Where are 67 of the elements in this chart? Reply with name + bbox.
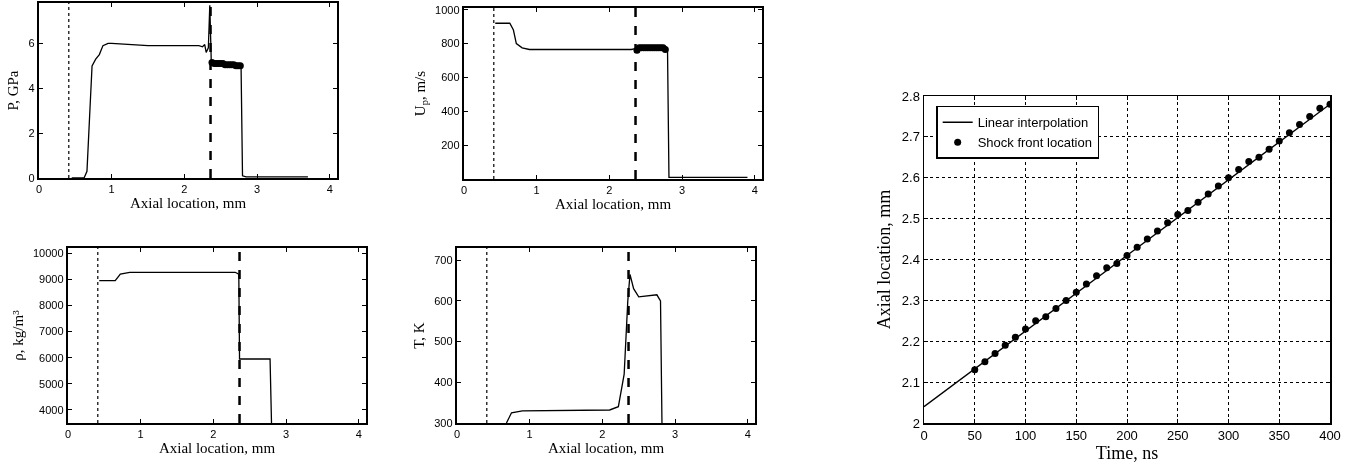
x-tick-label: 3 xyxy=(678,184,686,197)
y-tick-label: 2.7 xyxy=(901,129,920,145)
y-tick-label: 0 xyxy=(28,171,35,184)
x-tick-label: 3 xyxy=(282,428,290,441)
x-tick-label: 2 xyxy=(599,428,606,441)
x-tick-label: 0 xyxy=(460,184,468,197)
x-axis-title: Time, ns xyxy=(1095,443,1159,464)
y-tick-label: 2.6 xyxy=(901,170,920,186)
x-tick-label: 4 xyxy=(751,184,758,197)
legend-label: Linear interpolation xyxy=(977,115,1089,131)
y-tick-label: 8000 xyxy=(39,299,64,312)
y-axis-title: P, GPa xyxy=(5,70,22,111)
y-tick-label: 2 xyxy=(28,126,35,139)
y-tick-label: 2.3 xyxy=(901,292,920,308)
y-tick-label: 2 xyxy=(912,415,920,431)
x-tick-label: 250 xyxy=(1166,428,1189,444)
x-tick-label: 1 xyxy=(526,428,533,441)
x-tick-label: 50 xyxy=(967,428,982,444)
y-tick-label: 400 xyxy=(434,376,453,389)
y-tick-label: 300 xyxy=(434,416,453,429)
y-tick-label: 500 xyxy=(434,335,453,348)
y-tick-label: 700 xyxy=(434,254,453,267)
x-tick-label: 3 xyxy=(671,428,679,441)
x-axis-title: Axial location, mm xyxy=(129,195,247,212)
legend-label: Shock front location xyxy=(977,135,1092,151)
x-tick-label: 300 xyxy=(1217,428,1240,444)
x-tick-label: 4 xyxy=(744,428,751,441)
y-tick-label: 600 xyxy=(434,294,453,307)
y-tick-label: 600 xyxy=(441,71,460,84)
x-tick-label: 1 xyxy=(108,183,115,196)
y-tick-label: 2.8 xyxy=(901,88,920,104)
y-tick-label: 1000 xyxy=(435,3,460,16)
y-tick-label: 7000 xyxy=(39,325,64,338)
y-tick-label: 2.5 xyxy=(901,211,920,227)
x-tick-label: 3 xyxy=(253,183,261,196)
y-tick-label: 6000 xyxy=(39,351,64,364)
x-tick-label: 2 xyxy=(606,184,613,197)
y-tick-label: 800 xyxy=(441,37,460,50)
y-tick-label: 2.1 xyxy=(901,374,920,390)
y-axis-title: ρ, kg/m³ xyxy=(9,309,26,361)
y-tick-label: 2.2 xyxy=(901,333,920,349)
y-tick-label: 5000 xyxy=(39,377,64,390)
x-tick-label: 400 xyxy=(1319,428,1341,444)
x-tick-label: 2 xyxy=(210,428,217,441)
y-tick-label: 2.4 xyxy=(901,252,920,268)
x-tick-label: 350 xyxy=(1268,428,1291,444)
y-tick-label: 4 xyxy=(28,82,35,95)
y-tick-label: 400 xyxy=(441,105,460,118)
y-tick-label: 10000 xyxy=(33,247,64,260)
y-tick-label: 6 xyxy=(28,37,35,50)
x-tick-label: 4 xyxy=(355,428,362,441)
x-tick-label: 0 xyxy=(64,428,72,441)
x-tick-label: 200 xyxy=(1116,428,1138,444)
x-axis-title: Axial location, mm xyxy=(554,196,672,213)
x-tick-label: 1 xyxy=(533,184,540,197)
x-axis-title: Axial location, mm xyxy=(547,440,665,457)
x-axis-title: Axial location, mm xyxy=(158,440,276,457)
y-axis-title: T, K xyxy=(411,322,428,349)
y-tick-label: 9000 xyxy=(39,273,64,286)
x-tick-label: 4 xyxy=(326,183,333,196)
y-tick-label: 200 xyxy=(441,138,460,151)
x-tick-label: 2 xyxy=(181,183,188,196)
x-tick-label: 150 xyxy=(1065,428,1088,444)
x-tick-label: 1 xyxy=(137,428,144,441)
y-tick-label: 4000 xyxy=(39,403,64,416)
y-axis-title: Axial location, mm xyxy=(874,189,895,330)
x-tick-label: 100 xyxy=(1014,428,1037,444)
